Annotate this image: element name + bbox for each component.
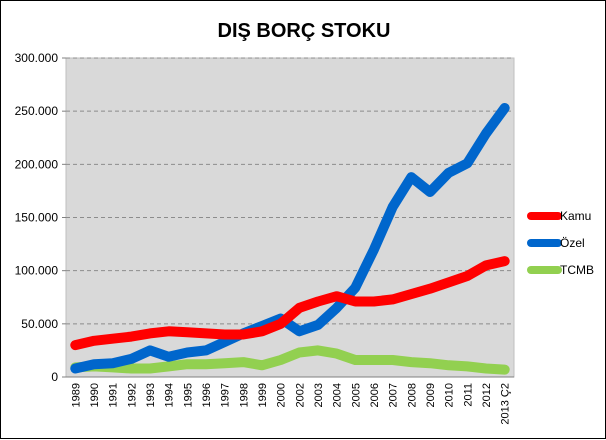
- x-tick-label: 1996: [201, 383, 213, 407]
- x-tick-label: 2005: [350, 383, 362, 407]
- x-tick-label: 1999: [257, 383, 269, 407]
- y-tick-label: 250.000: [15, 104, 59, 118]
- legend-label: Özel: [560, 236, 585, 250]
- series-line-özel: [70, 103, 510, 374]
- x-tick-label: 1990: [89, 383, 101, 407]
- y-tick-label: 150.000: [15, 211, 59, 225]
- x-tick-label: 2006: [369, 383, 381, 407]
- x-tick-label: 1998: [238, 383, 250, 407]
- x-tick-label: 1991: [108, 383, 120, 407]
- x-tick-label: 2013 Ç2: [500, 383, 512, 425]
- y-tick-label: 0: [51, 370, 58, 384]
- y-tick-label: 200.000: [15, 157, 59, 171]
- y-tick-label: 300.000: [15, 51, 59, 65]
- x-axis: 1989 1990 1991 1992 1993 1994 1995 1996 1997 1998…: [66, 376, 514, 425]
- x-tick-label: 2012: [481, 383, 493, 407]
- y-axis: 0 50.000 100.000 150.000 200.000 250.000 300.0…: [15, 51, 66, 384]
- legend-label: Kamu: [560, 209, 591, 223]
- x-tick-label: 2003: [313, 383, 325, 407]
- y-tick-label: 50.000: [21, 317, 58, 331]
- x-tick-label: 2010: [444, 383, 456, 407]
- x-tick-label: 2007: [388, 383, 400, 407]
- x-tick-label: 1997: [220, 383, 232, 407]
- chart-title: DIŞ BORÇ STOKU: [218, 20, 391, 42]
- x-tick-label: 2008: [406, 383, 418, 407]
- x-tick-label: 1994: [164, 383, 176, 407]
- x-tick-label: 2004: [332, 383, 344, 407]
- x-tick-label: 1989: [70, 383, 82, 407]
- x-tick-label: 2011: [462, 383, 474, 407]
- x-tick-label: 2009: [425, 383, 437, 407]
- series-line-tcmb: [70, 345, 510, 375]
- x-tick-label: 1993: [145, 383, 157, 407]
- x-tick-label: 1995: [182, 383, 194, 407]
- x-tick-label: 1992: [126, 383, 138, 407]
- series-group: [70, 103, 510, 375]
- y-tick-label: 100.000: [15, 264, 59, 278]
- series-line-kamu: [70, 256, 510, 351]
- x-tick-label: 2000: [276, 383, 288, 407]
- legend-label: TCMB: [560, 263, 594, 277]
- legend: Kamu Özel TCMB: [527, 209, 594, 277]
- x-tick-label: 2002: [294, 383, 306, 407]
